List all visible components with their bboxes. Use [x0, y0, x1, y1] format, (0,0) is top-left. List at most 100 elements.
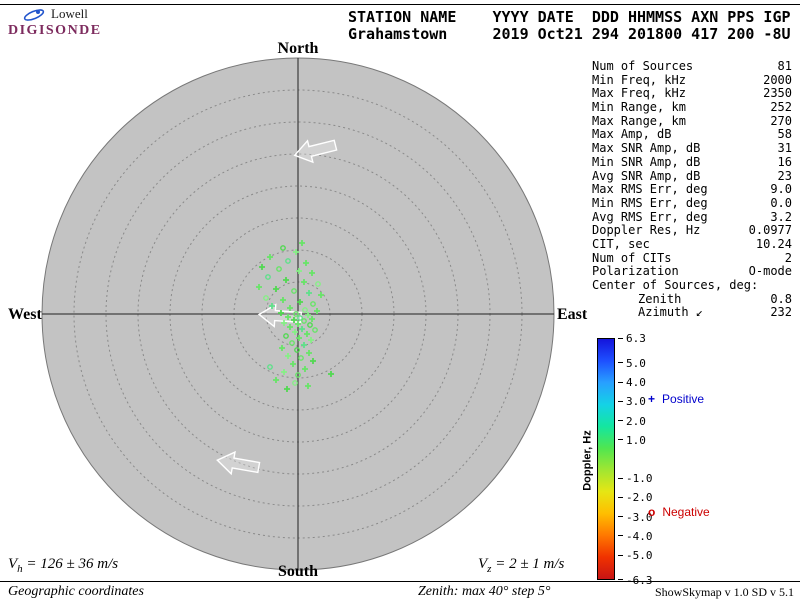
source-point	[293, 311, 299, 317]
colorbar-tick	[618, 420, 623, 422]
logo-name: Lowell	[51, 6, 88, 21]
circle-marker-icon: o	[648, 505, 656, 519]
stat-row: Max Amp, dB 58	[592, 128, 792, 142]
compass-east-label: East	[557, 306, 588, 323]
source-point	[291, 317, 297, 323]
colorbar-tick	[618, 400, 623, 402]
source-point	[307, 322, 313, 328]
stat-label: Min RMS Err, deg	[592, 195, 708, 210]
source-point	[287, 305, 293, 311]
source-point	[292, 380, 298, 386]
colorbar-title: Doppler, Hz	[581, 430, 594, 491]
stat-value: 23	[777, 168, 792, 183]
drift-arrow	[293, 139, 338, 164]
stat-row: Azimuth ↙ 232	[592, 306, 792, 320]
stat-row: Min RMS Err, deg 0.0	[592, 195, 792, 211]
logo-product: DIGISONDE	[8, 23, 102, 38]
colorbar-tick	[618, 439, 623, 441]
stat-value: 252	[770, 100, 792, 115]
stat-label: Max Amp, dB	[592, 127, 672, 142]
stat-label: Max Range, km	[592, 113, 686, 128]
source-point	[302, 366, 308, 372]
stat-value: O-mode	[748, 264, 792, 279]
stat-label: Max SNR Amp, dB	[592, 141, 701, 156]
source-point	[312, 327, 318, 333]
header-station-values: Grahamstown 2019 Oct21 294 201800 417 20…	[348, 25, 791, 43]
doppler-colorbar: 6.3 5.0 4.0 3.0 2.0 1.0 -1.0 -2.0 -3.0 -4.0 -5.0 -6…	[597, 332, 669, 587]
source-point	[301, 318, 307, 324]
measurement-stats-panel: Num of Sources 81 Min Freq, kHz 2000 Max Fre…	[592, 59, 792, 320]
stat-row: Num of Sources 81	[592, 59, 792, 74]
colorbar-tick	[618, 535, 623, 537]
colorbar-tick	[618, 496, 623, 498]
colorbar-tick-label: 1.0	[626, 433, 646, 447]
bottom-divider	[0, 581, 800, 582]
source-point	[285, 258, 291, 264]
source-point	[299, 326, 305, 332]
source-point	[294, 347, 300, 353]
colorbar-tick	[618, 362, 623, 364]
colorbar-gradient	[597, 338, 615, 580]
source-point	[285, 353, 291, 359]
source-point	[276, 266, 282, 272]
colorbar-tick-label: 5.0	[626, 356, 646, 370]
stat-label: Doppler Res, Hz	[592, 223, 701, 238]
source-point	[283, 277, 289, 283]
colorbar-tick	[618, 477, 623, 479]
stat-value: 0.8	[770, 291, 792, 306]
source-point	[285, 314, 291, 320]
colorbar-tick-label: -4.0	[626, 529, 653, 543]
source-point	[293, 249, 299, 255]
source-point	[273, 377, 279, 383]
stat-value: 270	[770, 113, 792, 128]
source-point	[281, 369, 287, 375]
stat-row: Avg SNR Amp, dB 23	[592, 168, 792, 184]
source-point	[318, 292, 324, 298]
stat-value: 10.24	[755, 236, 792, 251]
legend-positive-label: Positive	[662, 392, 705, 406]
stat-value: 58	[777, 127, 792, 142]
source-point	[297, 315, 303, 321]
stat-label: Azimuth ↙	[638, 305, 704, 320]
source-point	[280, 245, 286, 251]
source-point	[279, 345, 285, 351]
stat-label: Num of Sources	[592, 59, 694, 73]
source-point	[315, 281, 321, 287]
compass-south-label: South	[277, 563, 319, 580]
stat-row: Max Range, km 270	[592, 113, 792, 129]
header-column-labels: STATION NAME YYYY DATE DDD HHMMSS AXN PP…	[348, 8, 791, 26]
plus-marker-icon: +	[648, 392, 656, 406]
stat-row: Max RMS Err, deg 9.0	[592, 182, 792, 197]
stat-value: 31	[777, 141, 792, 156]
stat-row: Min SNR Amp, dB 16	[592, 154, 792, 170]
source-point	[284, 386, 290, 392]
legend-negative-label: Negative	[662, 505, 710, 519]
source-point	[267, 364, 273, 370]
vertical-velocity-readout: Vz = 2 ± 1 m/s	[478, 556, 565, 575]
source-point	[278, 310, 284, 316]
colorbar-tick-label: 6.3	[626, 332, 646, 345]
source-point	[308, 337, 314, 343]
stat-value: 232	[770, 305, 792, 320]
stat-label: Min SNR Amp, dB	[592, 154, 701, 169]
stat-row: Doppler Res, Hz 0.0977	[592, 224, 792, 238]
source-point	[301, 279, 307, 285]
source-point	[295, 372, 301, 378]
colorbar-tick	[618, 381, 623, 383]
stat-value: 0.0	[770, 195, 792, 210]
stat-row: Zenith 0.8	[592, 291, 792, 307]
source-point	[259, 264, 265, 270]
source-point	[289, 340, 295, 346]
source-point	[303, 260, 309, 266]
source-point	[256, 284, 262, 290]
colorbar-tick	[618, 579, 623, 580]
stat-value: 0.0977	[748, 223, 792, 238]
coordinate-system-label: Geographic coordinates	[8, 584, 144, 599]
colorbar-tick-label: 4.0	[626, 376, 646, 390]
source-point	[265, 274, 271, 280]
stat-row: Polarization O-mode	[592, 265, 792, 279]
source-point	[280, 297, 286, 303]
stat-label: Zenith	[638, 291, 682, 306]
source-point	[306, 290, 312, 296]
